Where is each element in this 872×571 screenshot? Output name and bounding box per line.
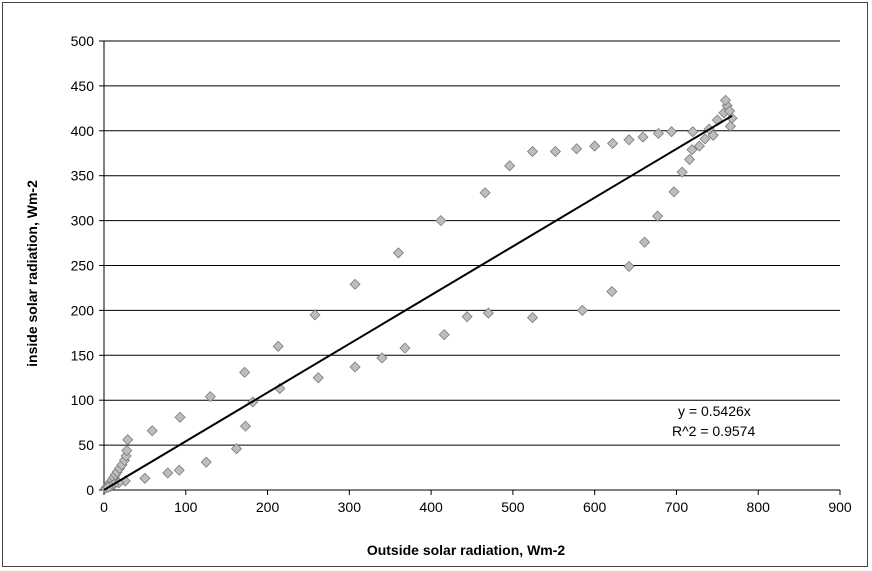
data-point: [526, 312, 539, 324]
data-point: [606, 285, 618, 298]
y-tick-label: 50: [78, 437, 94, 453]
data-point: [146, 425, 158, 437]
data-point: [461, 311, 473, 323]
y-tick-labels: 0 50 100 150 200 250 300 350 400 450 500: [71, 33, 104, 498]
data-point: [687, 126, 699, 138]
data-point: [349, 361, 361, 373]
x-axis-title: Outside solar radiation, Wm-2: [367, 542, 566, 558]
data-point: [504, 160, 516, 172]
data-point: [121, 444, 133, 457]
x-tick-labels: 0 100 200 300 400 500 600 700 800 900: [100, 490, 852, 515]
x-tick-label: 700: [665, 499, 689, 515]
x-tick-label: 100: [174, 499, 198, 515]
y-tick-label: 100: [71, 392, 95, 408]
y-tick-label: 300: [71, 213, 95, 229]
data-point: [686, 144, 698, 156]
data-point: [482, 307, 494, 319]
data-point: [707, 129, 719, 141]
data-point: [239, 366, 251, 378]
y-tick-label: 250: [71, 258, 95, 274]
data-point: [479, 187, 491, 199]
data-point: [312, 372, 324, 384]
data-point: [699, 133, 711, 145]
data-point: [526, 145, 539, 158]
y-tick-label: 500: [71, 33, 95, 49]
data-point: [438, 329, 450, 341]
equation-annotation: y = 0.5426x: [678, 403, 751, 419]
data-point: [139, 472, 151, 484]
x-tick-label: 0: [100, 499, 108, 515]
x-tick-label: 600: [583, 499, 607, 515]
x-tick-label: 500: [501, 499, 525, 515]
data-point: [719, 94, 732, 106]
data-point: [676, 166, 688, 178]
data-point: [200, 456, 212, 468]
data-point: [162, 467, 174, 479]
x-tick-label: 200: [256, 499, 280, 515]
data-point: [652, 210, 664, 222]
data-point: [652, 127, 665, 140]
trendline: [103, 114, 733, 491]
data-point: [239, 420, 252, 432]
x-tick-label: 900: [828, 499, 852, 515]
data-point: [230, 443, 243, 455]
data-point: [376, 352, 388, 364]
data-point: [272, 340, 284, 352]
data-point: [122, 434, 134, 446]
data-point: [623, 134, 635, 146]
data-point: [309, 309, 321, 321]
data-point: [173, 464, 185, 476]
data-point: [607, 137, 619, 149]
data-point: [392, 247, 404, 259]
data-point: [589, 140, 601, 152]
y-tick-label: 150: [71, 347, 95, 363]
data-point: [638, 236, 651, 248]
data-point: [724, 120, 736, 132]
data-point: [549, 145, 561, 158]
x-tick-label: 300: [338, 499, 362, 515]
data-point: [665, 126, 678, 138]
data-point: [693, 140, 705, 152]
data-point: [349, 278, 361, 290]
y-tick-label: 450: [71, 78, 95, 94]
data-point: [435, 215, 447, 227]
data-point: [571, 143, 583, 155]
y-tick-label: 0: [86, 482, 94, 498]
data-point: [204, 391, 216, 403]
data-point: [576, 304, 588, 316]
data-point: [668, 186, 680, 198]
y-axis-title: inside solar radiation, Wm-2: [24, 180, 40, 367]
data-point: [174, 411, 186, 423]
data-point: [683, 153, 696, 166]
x-tick-label: 800: [747, 499, 771, 515]
x-tick-label: 400: [419, 499, 443, 515]
data-point: [623, 260, 635, 272]
y-tick-label: 400: [71, 123, 95, 139]
y-tick-label: 350: [71, 168, 95, 184]
r-squared-annotation: R^2 = 0.9574: [672, 423, 755, 439]
gridlines: [104, 40, 840, 446]
y-tick-label: 200: [71, 302, 95, 318]
data-points: [100, 94, 738, 494]
data-point: [399, 342, 411, 354]
data-point: [637, 131, 649, 143]
